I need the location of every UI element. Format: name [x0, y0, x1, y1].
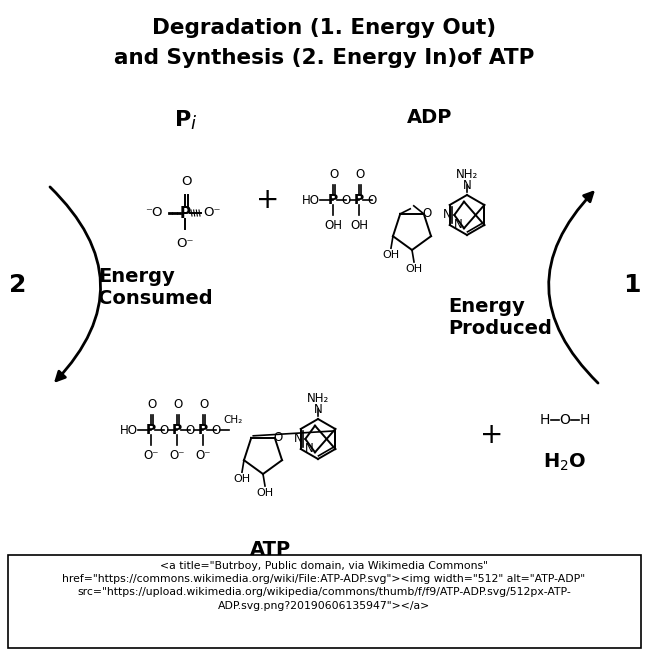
Text: O⁻: O⁻: [177, 237, 194, 250]
Text: O: O: [199, 398, 208, 411]
Text: 1: 1: [623, 273, 641, 297]
Text: OH: OH: [350, 219, 368, 232]
Text: P: P: [179, 206, 191, 221]
Text: ⁻O: ⁻O: [145, 206, 163, 219]
Text: P: P: [175, 110, 191, 130]
Text: H$_2$O: H$_2$O: [543, 452, 587, 473]
Text: O: O: [147, 398, 156, 411]
Text: N: N: [304, 443, 313, 456]
Text: O⁻: O⁻: [169, 449, 185, 462]
Text: OH: OH: [382, 250, 400, 260]
Text: O⁻: O⁻: [203, 206, 221, 219]
Text: O: O: [181, 175, 191, 188]
Text: OH: OH: [406, 264, 422, 274]
Text: P: P: [146, 423, 156, 437]
Text: O⁻: O⁻: [143, 449, 159, 462]
Text: H: H: [540, 413, 550, 427]
Text: O: O: [160, 424, 169, 436]
Text: O: O: [330, 168, 339, 181]
Text: ATP: ATP: [249, 540, 291, 559]
Text: O: O: [186, 424, 195, 436]
Text: Energy
Produced: Energy Produced: [448, 298, 552, 338]
Text: O: O: [212, 424, 221, 436]
Text: OH: OH: [234, 474, 251, 484]
Text: P: P: [198, 423, 208, 437]
Text: NH₂: NH₂: [307, 392, 329, 405]
Text: P: P: [172, 423, 182, 437]
Text: <a title="Butrboy, Public domain, via Wikimedia Commons"
href="https://commons.w: <a title="Butrboy, Public domain, via Wi…: [62, 561, 585, 611]
Text: ADP: ADP: [408, 108, 453, 127]
Text: +: +: [480, 421, 504, 449]
Text: HO: HO: [302, 193, 320, 206]
Text: $i$: $i$: [190, 115, 197, 133]
Text: and Synthesis (2. Energy In)of ATP: and Synthesis (2. Energy In)of ATP: [114, 48, 534, 68]
Text: O: O: [559, 413, 570, 427]
Text: OH: OH: [324, 219, 342, 232]
Text: Degradation (1. Energy Out): Degradation (1. Energy Out): [152, 18, 496, 38]
Text: HO: HO: [120, 424, 138, 436]
Text: +: +: [256, 186, 280, 214]
Text: P: P: [354, 193, 364, 207]
Text: H: H: [580, 413, 590, 427]
Text: O: O: [173, 398, 182, 411]
Text: 2: 2: [9, 273, 27, 297]
Text: O: O: [356, 168, 365, 181]
Text: O⁻: O⁻: [195, 449, 211, 462]
Text: N: N: [454, 219, 463, 232]
FancyArrowPatch shape: [548, 192, 598, 383]
Text: O: O: [274, 431, 283, 444]
Text: N: N: [313, 403, 323, 416]
Text: N: N: [443, 208, 451, 221]
Text: CH₂: CH₂: [223, 415, 243, 425]
Text: N: N: [293, 432, 302, 445]
Text: Energy
Consumed: Energy Consumed: [98, 268, 213, 308]
Text: O: O: [367, 193, 376, 206]
Text: O: O: [341, 193, 350, 206]
FancyArrowPatch shape: [50, 187, 101, 381]
Text: NH₂: NH₂: [456, 168, 478, 181]
Text: P: P: [328, 193, 338, 207]
Text: O: O: [422, 207, 432, 220]
Text: N: N: [463, 179, 471, 192]
FancyBboxPatch shape: [8, 555, 641, 648]
Text: OH: OH: [256, 488, 274, 498]
